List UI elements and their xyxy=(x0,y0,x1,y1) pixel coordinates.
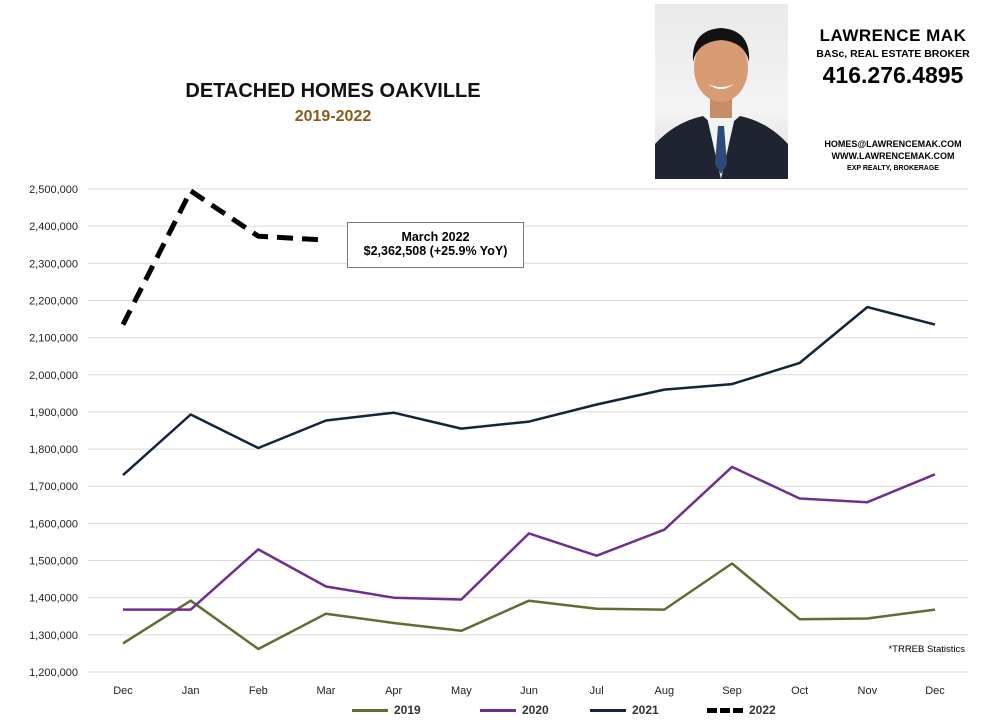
legend-label: 2019 xyxy=(394,703,421,717)
x-tick-label: Mar xyxy=(317,685,336,697)
x-tick-label: Jan xyxy=(182,685,200,697)
annotation-line-2: $2,362,508 (+25.9% YoY) xyxy=(363,244,508,258)
source-note: *TRREB Statistics xyxy=(888,644,965,655)
agent-phone: 416.276.4895 xyxy=(822,62,964,88)
x-tick-label: Feb xyxy=(249,685,268,697)
y-tick-label: 2,100,000 xyxy=(29,333,78,345)
legend-label: 2020 xyxy=(522,703,549,717)
x-tick-label: Apr xyxy=(385,685,402,697)
chart-title: DETACHED HOMES OAKVILLE xyxy=(185,80,481,102)
x-tick-label: Oct xyxy=(791,685,808,697)
annotation-line-1: March 2022 xyxy=(401,230,470,244)
agent-credentials: BASc, REAL ESTATE BROKER xyxy=(816,48,970,60)
x-tick-label: Sep xyxy=(722,685,742,697)
y-tick-label: 1,200,000 xyxy=(29,667,78,679)
y-axis-ticks: 1,200,000 1,300,000 1,400,000 1,500,000 1,60… xyxy=(29,184,78,679)
y-tick-label: 1,500,000 xyxy=(29,556,78,568)
x-tick-label: Dec xyxy=(925,685,945,697)
y-tick-label: 2,000,000 xyxy=(29,370,78,382)
y-tick-label: 1,300,000 xyxy=(29,630,78,642)
legend-swatch xyxy=(707,707,743,713)
legend-item-2019: 2019 xyxy=(352,701,421,719)
x-axis-ticks: Dec Jan Feb Mar Apr May Jun Jul Aug Sep Oct Nov Dec xyxy=(113,685,945,697)
series-line-2022 xyxy=(120,188,327,326)
agent-email: HOMES@LAWRENCEMAK.COM xyxy=(824,139,962,149)
y-tick-label: 1,400,000 xyxy=(29,593,78,605)
agent-website: WWW.LAWRENCEMAK.COM xyxy=(831,151,955,161)
y-tick-label: 2,300,000 xyxy=(29,258,78,270)
agent-brokerage: EXP REALTY, BROKERAGE xyxy=(847,165,939,172)
series-line-2020 xyxy=(123,465,936,611)
series-line-2021 xyxy=(122,305,936,477)
agent-name: LAWRENCE MAK xyxy=(819,26,967,45)
y-tick-label: 1,700,000 xyxy=(29,481,78,493)
y-tick-label: 1,600,000 xyxy=(29,518,78,530)
x-tick-label: Dec xyxy=(113,685,133,697)
chart-subtitle: 2019-2022 xyxy=(294,108,372,125)
x-tick-label: Jun xyxy=(520,685,538,697)
series-lines xyxy=(120,188,936,651)
legend-swatch xyxy=(590,708,626,712)
legend-swatch xyxy=(480,708,516,712)
series-line-2019 xyxy=(122,562,936,651)
legend-label: 2021 xyxy=(632,703,659,717)
legend-item-2022: 2022 xyxy=(707,701,776,719)
y-tick-label: 2,500,000 xyxy=(29,184,78,196)
x-tick-label: Nov xyxy=(858,685,878,697)
annotation-box: March 2022 $2,362,508 (+25.9% YoY) xyxy=(347,222,524,268)
y-tick-label: 1,900,000 xyxy=(29,407,78,419)
person-portrait-icon xyxy=(655,4,788,179)
legend-label: 2022 xyxy=(749,703,776,717)
gridlines xyxy=(88,188,968,673)
y-tick-label: 2,200,000 xyxy=(29,295,78,307)
y-tick-label: 1,800,000 xyxy=(29,444,78,456)
legend-swatch xyxy=(352,708,388,712)
legend: 2019 2020 2021 2022 xyxy=(0,701,995,719)
x-tick-label: May xyxy=(451,685,472,697)
legend-item-2021: 2021 xyxy=(590,701,659,719)
x-tick-label: Jul xyxy=(590,685,604,697)
y-tick-label: 2,400,000 xyxy=(29,221,78,233)
x-tick-label: Aug xyxy=(655,685,675,697)
legend-item-2020: 2020 xyxy=(480,701,549,719)
